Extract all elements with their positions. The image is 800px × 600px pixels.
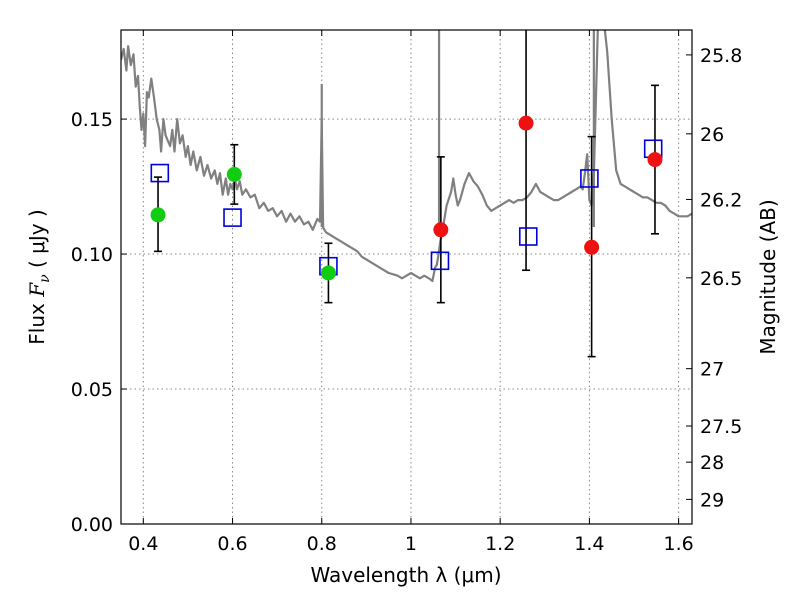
y-axis-title-left: Flux Fν ( μJy ) xyxy=(25,209,53,344)
red-point xyxy=(518,115,534,131)
y-axis-title-subscript: ν xyxy=(37,274,53,283)
plot-frame xyxy=(120,29,693,525)
y-tick-label: 0.05 xyxy=(71,379,113,401)
x-tick-label: 0.8 xyxy=(307,533,337,555)
x-tick-label: 0.6 xyxy=(217,533,247,555)
x-tick-label: 1.4 xyxy=(574,533,604,555)
grid xyxy=(121,30,692,525)
right-tick-label: 26.2 xyxy=(700,189,742,211)
x-axis-title: Wavelength λ (μm) xyxy=(310,563,501,587)
model-square xyxy=(150,163,170,183)
right-tick-label: 26.5 xyxy=(700,268,742,290)
y-tick-label: 0.00 xyxy=(71,514,113,536)
green-point xyxy=(320,265,336,281)
red-point xyxy=(433,222,449,238)
right-tick-label: 27.5 xyxy=(700,416,742,438)
right-tick-label: 28 xyxy=(700,452,724,474)
spectrum-line xyxy=(121,30,692,283)
x-tick-label: 1.6 xyxy=(664,533,694,555)
right-tick-label: 27 xyxy=(700,359,724,381)
model-square xyxy=(580,169,599,188)
x-tick-label: 1 xyxy=(405,533,417,555)
plot-area xyxy=(121,30,692,358)
model-square xyxy=(518,227,538,246)
y-tick-label: 0.15 xyxy=(71,109,113,131)
y-axis-title-symbol: F xyxy=(25,282,49,298)
y-axis-title-unit: ( μJy ) xyxy=(25,209,49,274)
model-square xyxy=(223,208,242,227)
red-point xyxy=(584,239,600,255)
red-point xyxy=(647,152,663,168)
green-point xyxy=(226,166,242,182)
right-tick-label: 25.8 xyxy=(700,45,742,67)
green-point xyxy=(150,207,166,223)
x-tick-label: 1.2 xyxy=(485,533,515,555)
y-axis-title-right: Magnitude (AB) xyxy=(756,199,780,354)
y-axis-title-prefix: Flux xyxy=(25,297,49,345)
model-square xyxy=(430,251,450,271)
right-tick-label: 26 xyxy=(700,124,724,146)
y-tick-label: 0.10 xyxy=(71,244,113,266)
axis-ticks: 0.4 0.6 0.8 1 1.2 1.4 1.6 0.00 0.05 0.10 0.15 25.8 2… xyxy=(71,30,742,555)
right-tick-label: 29 xyxy=(700,489,724,511)
x-tick-label: 0.4 xyxy=(128,533,158,555)
